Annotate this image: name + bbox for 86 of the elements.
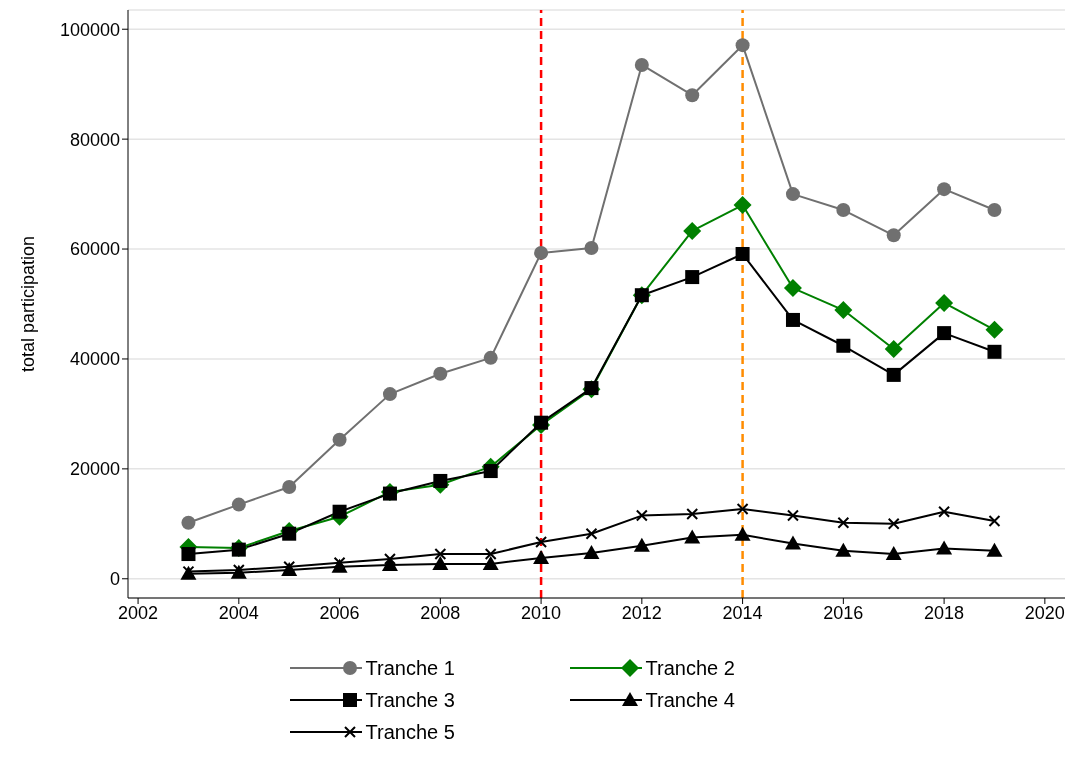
point [786,509,799,522]
point [482,555,499,570]
point [483,464,498,479]
x-tick-label: 2002 [118,602,159,623]
point [483,350,498,365]
point [685,270,700,285]
point [685,88,700,103]
point [886,228,901,243]
point [986,542,1003,557]
point [987,203,1002,218]
point [836,338,851,353]
x-tick-label: 2004 [218,602,259,623]
y-tick-label: 40000 [69,349,120,370]
point [633,537,650,552]
legend-label: Tranche 2 [645,656,735,680]
x-tick-label: 2010 [521,602,562,623]
point [181,547,196,562]
y-tick-label: 80000 [69,129,120,150]
x-tick-label: 2020 [1024,602,1065,623]
point [836,203,851,218]
point [937,182,952,197]
y-tick-label: 20000 [69,459,120,480]
point [382,486,397,501]
point [783,279,802,298]
point [282,526,297,541]
point [935,293,954,312]
point [383,552,396,565]
point [835,542,852,557]
point [583,544,600,559]
point [584,240,599,255]
x-tick-label: 2018 [924,602,965,623]
point [231,497,246,512]
x-tick-label: 2012 [621,602,662,623]
point [988,515,1001,528]
point [282,479,297,494]
point [785,312,800,327]
point [432,555,449,570]
point [884,340,903,359]
point [885,546,902,561]
point [735,246,750,261]
legend-label: Tranche 1 [365,656,455,680]
y-axis-title: total participation [18,235,39,373]
point [686,507,699,520]
point [937,326,952,341]
point [886,367,901,382]
y-tick-label: 0 [109,569,120,590]
point [733,196,752,215]
point [938,505,951,518]
point [332,432,347,447]
y-tick-label: 60000 [69,239,120,260]
point [585,527,598,540]
x-tick-label: 2016 [823,602,864,623]
point [484,548,497,561]
point [634,57,649,72]
point [736,502,749,515]
point [837,516,850,529]
point [333,556,346,569]
point [332,504,347,519]
point [535,535,548,548]
point [987,344,1002,359]
point [534,415,549,430]
point [534,245,549,260]
point [936,540,953,555]
point [181,515,196,530]
point [434,548,447,561]
point [433,366,448,381]
y-tick-label: 100000 [59,19,120,40]
point [834,301,853,320]
point [784,535,801,550]
x-tick-label: 2008 [420,602,461,623]
point [734,526,751,541]
x-tick-label: 2014 [722,602,763,623]
point [684,529,701,544]
point [635,509,648,522]
point [533,549,550,564]
point [887,517,900,530]
legend-label: Tranche 4 [645,688,735,712]
x-tick-label: 2006 [319,602,360,623]
point [382,387,397,402]
legend-label: Tranche 3 [365,688,455,712]
point [683,221,702,240]
point [433,473,448,488]
legend-label: Tranche 5 [365,720,455,744]
point [985,320,1004,339]
point [785,187,800,202]
point [735,38,750,53]
